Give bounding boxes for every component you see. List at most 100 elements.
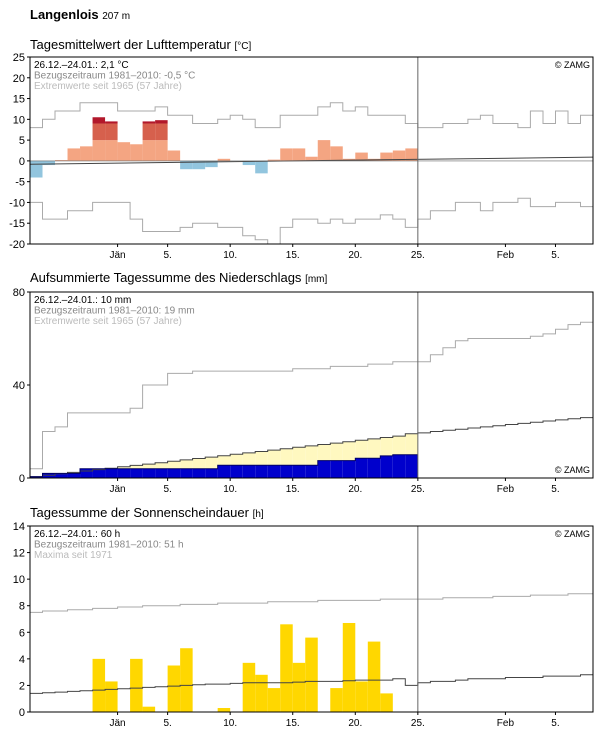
precip-x-tick-label: 10. (223, 484, 237, 495)
precip-deficit-area (130, 465, 143, 469)
temp-x-tick-label: Jän (110, 250, 126, 261)
precip-actual-bar (267, 465, 281, 478)
temperature-unit: [°C] (234, 41, 252, 52)
temp-y-tick-label: -10 (9, 197, 25, 209)
temperature-bar (117, 142, 131, 161)
precip-actual-bar (92, 468, 106, 478)
temperature-bar (330, 146, 343, 161)
precip-actual-bar (255, 465, 268, 478)
precip-deficit-area (305, 445, 318, 466)
precip-actual-bar (217, 465, 231, 478)
precip-panel: 0 40 80 Jän 5. 10. 15. 20. 25. Feb 5. 26.12.–24.01.… (13, 287, 594, 495)
precip-deficit-area (117, 466, 131, 469)
precip-y-tick-label: 40 (13, 380, 25, 392)
sunshine-bar (242, 662, 256, 712)
precip-actual-bar (80, 468, 93, 478)
sunshine-bar (92, 658, 106, 712)
precip-legend-line: 26.12.–24.01.: 10 mm (34, 295, 131, 306)
temperature-bar-cold (205, 160, 218, 168)
precip-actual-bar (192, 468, 206, 478)
precip-actual-bar (292, 465, 306, 478)
temperature-bar-high (92, 123, 106, 141)
temperature-bar-high (105, 123, 118, 141)
temperature-bar-cold (255, 160, 268, 174)
precip-deficit-area (155, 462, 168, 469)
temp-y-tick-label: 20 (13, 73, 25, 85)
precip-actual-bar (142, 468, 156, 478)
temperature-bar (405, 148, 418, 161)
temp-x-tick-label: Feb (497, 250, 515, 261)
sunshine-bar (130, 658, 143, 712)
sunshine-bar (380, 693, 393, 712)
sunshine-bar (355, 681, 368, 712)
sun-x-tick-label: 20. (348, 718, 362, 729)
temperature-bar-record (92, 117, 106, 124)
temp-y-tick-label: 25 (13, 52, 25, 64)
temperature-bar (105, 140, 118, 161)
sun-frame (29, 525, 594, 713)
sun-copyright: © ZAMG (555, 529, 590, 539)
precip-deficit-area (142, 464, 156, 469)
precip-actual-bar (117, 468, 131, 478)
temperature-bar-record (155, 120, 168, 124)
sun-panel: 0 2 4 6 8 10 12 14 Jän 5. 10. 15. 20. 25. Feb 5. 26.12.–… (13, 521, 594, 729)
sun-legend-line: 26.12.–24.01.: 60 h (34, 529, 120, 540)
temp-y-tick-label: -5 (15, 177, 25, 189)
temperature-bar (317, 140, 331, 161)
precip-deficit-area (167, 461, 181, 469)
station-header: Langenlois 207 m (30, 7, 130, 22)
precip-actual-bar (317, 460, 331, 478)
precip-x-tick-label: 20. (348, 484, 362, 495)
precip-deficit-area (380, 437, 393, 456)
precip-x-tick-label: 25. (411, 484, 425, 495)
temp-panel: -20 -15 -10 -5 0 5 10 15 20 25 Jän 5. 10. 15. 20. 25. Fe… (9, 52, 594, 261)
temperature-bar (92, 140, 106, 161)
temperature-bar-cold (180, 160, 193, 170)
temperature-title: Tagesmittelwert der Lufttemperatur [°C] (30, 37, 251, 52)
precip-deficit-area (230, 454, 243, 466)
sun-x-tick-label: Feb (497, 718, 515, 729)
sunshine-bar (280, 624, 293, 712)
temperature-bar (217, 158, 231, 161)
temp-legend-line: Extremwerte seit 1965 (57 Jahre) (34, 81, 182, 92)
sun-y-tick-label: 12 (13, 548, 25, 560)
sunshine-title: Tagessumme der Sonnenscheindauer [h] (30, 505, 264, 520)
sun-y-tick-label: 8 (19, 601, 25, 613)
sunshine-bar (180, 648, 193, 712)
precip-deficit-area (367, 438, 381, 459)
station-name: Langenlois (30, 7, 99, 22)
precip-legend-line: Extremwerte seit 1965 (57 Jahre) (34, 316, 182, 327)
temperature-bar-cold (30, 160, 43, 178)
sun-legend-line: Bezugszeitraum 1981–2010: 51 h (34, 540, 184, 551)
sun-y-tick-label: 10 (13, 574, 25, 586)
sun-y-tick-label: 14 (13, 521, 25, 533)
precip-actual-bar (405, 454, 418, 478)
precip-y-tick-label: 80 (13, 287, 25, 299)
precip-deficit-area (317, 444, 331, 461)
temperature-bar (80, 146, 93, 161)
precip-actual-bar (242, 465, 256, 478)
sunshine-bar (167, 665, 181, 712)
precip-deficit-area (205, 457, 218, 469)
precip-deficit-area (392, 436, 406, 455)
precip-actual-line (30, 454, 418, 478)
temperature-bar (305, 156, 318, 161)
precip-actual-bar (67, 473, 81, 478)
temperature-bar (392, 150, 406, 161)
sun-x-tick-label: 5. (551, 718, 559, 729)
temp-x-tick-label: 15. (286, 250, 300, 261)
precip-actual-bar (105, 468, 118, 478)
precip-x-tick-label: Feb (497, 484, 515, 495)
sunshine-bar (305, 637, 318, 712)
precip-x-tick-label: 15. (286, 484, 300, 495)
temp-x-tick-label: 10. (223, 250, 237, 261)
precip-deficit-area (180, 459, 193, 469)
precip-actual-bar (205, 468, 218, 478)
precip-actual-bar (30, 476, 43, 478)
sunshine-bar (330, 688, 343, 712)
precip-actual-bar (305, 465, 318, 478)
temperature-bar (167, 150, 181, 161)
precip-actual-bar (392, 454, 406, 478)
temperature-bar (380, 152, 393, 161)
